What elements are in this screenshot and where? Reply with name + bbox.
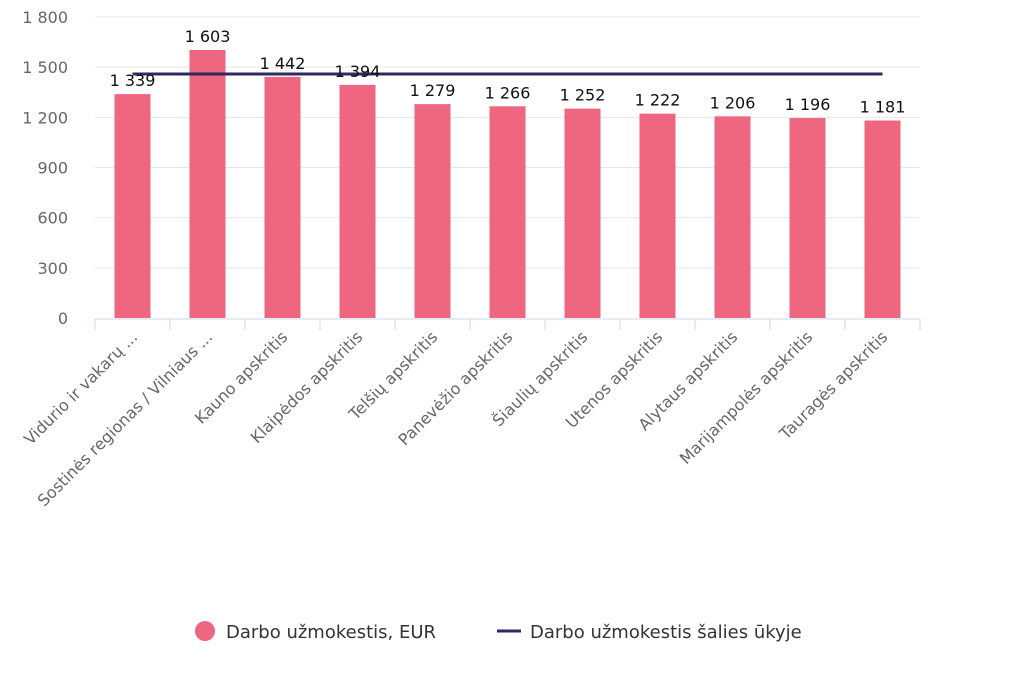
bar[interactable]: [564, 108, 601, 318]
bar[interactable]: [414, 104, 451, 319]
bar[interactable]: [639, 113, 676, 318]
data-label: 1 442: [260, 54, 306, 73]
bar[interactable]: [714, 116, 751, 318]
y-tick-label: 1 500: [22, 58, 68, 77]
y-tick-label: 0: [58, 309, 68, 328]
bar[interactable]: [339, 84, 376, 319]
x-axis: Vidurio ir vakarų ...Sostinės regionas /…: [20, 318, 921, 510]
y-tick-label: 1 200: [22, 108, 68, 127]
data-label: 1 339: [110, 71, 156, 90]
bar[interactable]: [864, 120, 901, 318]
y-tick-label: 900: [37, 159, 68, 178]
data-label: 1 222: [635, 91, 681, 110]
bar[interactable]: [189, 49, 226, 318]
data-label: 1 394: [335, 62, 381, 81]
legend: Darbo užmokestis, EUR Darbo užmokestis š…: [195, 621, 802, 643]
data-label: 1 252: [560, 86, 606, 105]
y-tick-label: 600: [37, 209, 68, 228]
bar[interactable]: [264, 76, 301, 318]
legend-label-bar[interactable]: Darbo užmokestis, EUR: [226, 622, 436, 643]
data-label: 1 266: [485, 83, 531, 102]
y-tick-label: 1 800: [22, 8, 68, 27]
y-axis: 0 300 600 900 1 200 1 500 1 800: [22, 8, 68, 328]
legend-marker-bar: [195, 621, 215, 641]
data-labels: 1 339 1 603 1 442 1 394 1 279 1 266 1 252 1 222…: [110, 27, 906, 117]
x-tick-label: Marijampolės apskritis: [676, 327, 817, 468]
bar[interactable]: [114, 94, 151, 318]
bar[interactable]: [789, 118, 826, 318]
y-tick-label: 300: [37, 259, 68, 278]
data-label: 1 196: [785, 95, 831, 114]
data-label: 1 206: [710, 93, 756, 112]
legend-label-line[interactable]: Darbo užmokestis šalies ūkyje: [530, 622, 802, 643]
data-label: 1 181: [860, 98, 906, 117]
data-label: 1 603: [185, 27, 231, 46]
bar-series: [114, 49, 901, 319]
bar[interactable]: [489, 106, 526, 319]
data-label: 1 279: [410, 81, 456, 100]
